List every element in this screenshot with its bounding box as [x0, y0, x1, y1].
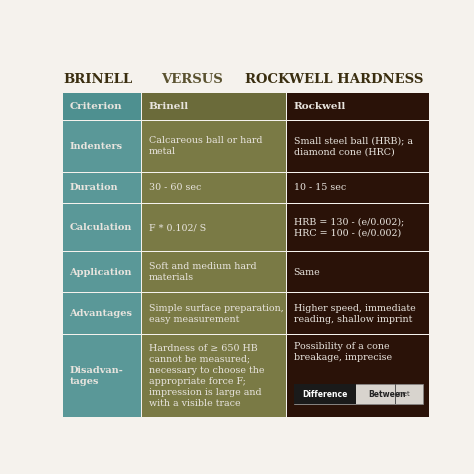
Text: Higher speed, immediate
reading, shallow imprint: Higher speed, immediate reading, shallow… [293, 304, 415, 324]
Text: Duration: Duration [70, 183, 118, 192]
Bar [63, 252, 141, 292]
Text: 10 - 15 sec: 10 - 15 sec [293, 183, 346, 192]
Text: Hardness of ≥ 650 HB
cannot be measured;
necessary to choose the
appropriate for: Hardness of ≥ 650 HB cannot be measured;… [148, 344, 264, 408]
Bar [63, 335, 141, 417]
Text: F * 0.102/ S: F * 0.102/ S [148, 223, 206, 232]
Bar [142, 252, 286, 292]
Bar [287, 335, 429, 417]
Bar [287, 121, 429, 172]
Text: Brinell: Brinell [148, 102, 189, 111]
Bar [63, 173, 141, 203]
Text: Calcareous ball or hard
metal: Calcareous ball or hard metal [148, 136, 262, 156]
Text: HRB = 130 - (e/0.002);
HRC = 100 - (e/0.002): HRB = 130 - (e/0.002); HRC = 100 - (e/0.… [293, 218, 404, 237]
Text: Advantages: Advantages [70, 309, 133, 318]
Text: Difference: Difference [302, 390, 348, 399]
Text: Same: Same [293, 268, 320, 277]
Bar [63, 293, 141, 334]
Bar [142, 121, 286, 172]
Text: Indenters: Indenters [70, 142, 123, 151]
Bar [142, 293, 286, 334]
Text: ROCKWELL HARDNESS: ROCKWELL HARDNESS [245, 73, 423, 86]
Text: BRINELL: BRINELL [63, 73, 132, 86]
Bar [294, 384, 423, 404]
Bar [287, 293, 429, 334]
Bar [142, 93, 286, 120]
Text: VERSUS: VERSUS [161, 73, 222, 86]
Text: Simple surface preparation,
easy measurement: Simple surface preparation, easy measure… [148, 304, 283, 324]
Bar [142, 204, 286, 251]
Bar [63, 204, 141, 251]
Bar [63, 121, 141, 172]
Bar [287, 173, 429, 203]
Text: Small steel ball (HRB); a
diamond cone (HRC): Small steel ball (HRB); a diamond cone (… [293, 136, 413, 156]
Text: Rockwell: Rockwell [293, 102, 346, 111]
Text: Calculation: Calculation [70, 223, 132, 232]
Text: .net: .net [396, 392, 410, 397]
Text: Soft and medium hard
materials: Soft and medium hard materials [148, 262, 256, 282]
Bar [142, 173, 286, 203]
Text: Disadvan-
tages: Disadvan- tages [70, 366, 123, 386]
Bar [287, 93, 429, 120]
Bar [287, 252, 429, 292]
Bar [63, 93, 141, 120]
Text: Application: Application [70, 268, 132, 277]
Bar [287, 204, 429, 251]
Bar [395, 384, 396, 404]
Text: Criterion: Criterion [70, 102, 122, 111]
Text: Between: Between [368, 390, 406, 399]
Text: 30 - 60 sec: 30 - 60 sec [148, 183, 201, 192]
Bar [142, 335, 286, 417]
Text: Possibility of a cone
breakage, imprecise: Possibility of a cone breakage, imprecis… [293, 342, 392, 362]
Bar [294, 384, 356, 404]
